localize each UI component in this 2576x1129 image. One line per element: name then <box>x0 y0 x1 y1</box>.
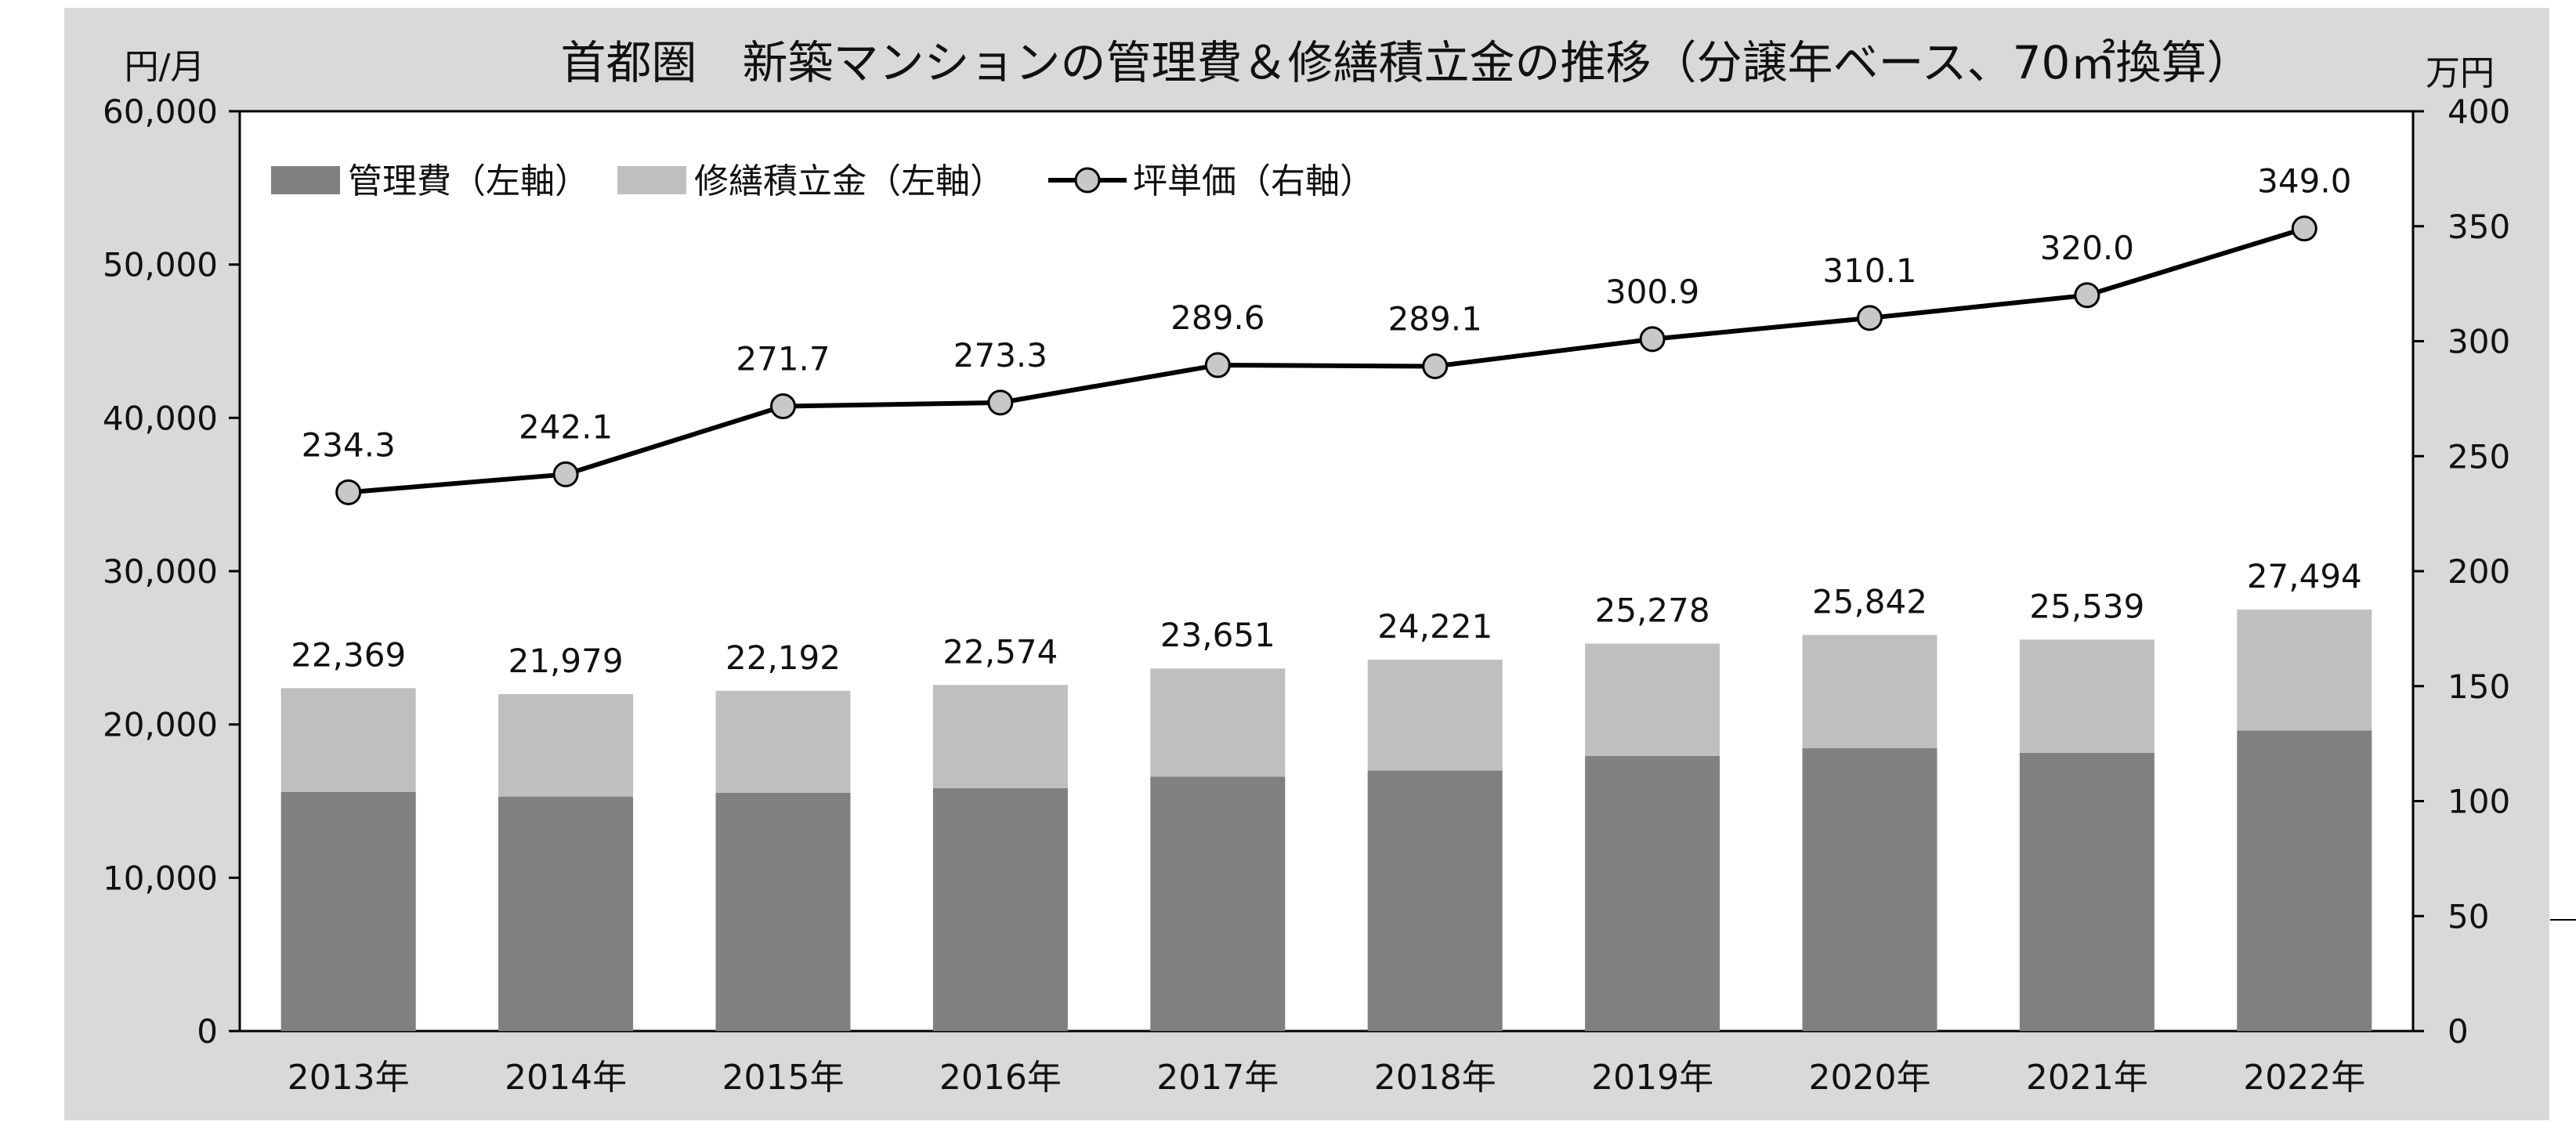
bar-kanrihi-2014年 <box>498 796 634 1031</box>
bar-total-label: 21,979 <box>508 642 624 680</box>
bar-kanrihi-2016年 <box>932 787 1068 1031</box>
x-category-label: 2014年 <box>505 1058 627 1098</box>
left-tick-label: 60,000 <box>103 92 218 131</box>
right-tick-label: 0 <box>2448 1012 2469 1051</box>
x-category-label: 2017年 <box>1156 1058 1279 1098</box>
bar-total-label: 23,651 <box>1160 616 1275 654</box>
x-category-label: 2022年 <box>2243 1058 2365 1098</box>
tsubo-label: 289.6 <box>1170 299 1264 337</box>
bar-shuzen-2021年 <box>2019 639 2155 753</box>
bar-total-label: 22,192 <box>725 639 841 677</box>
bar-total-label: 22,574 <box>942 632 1058 671</box>
bar-shuzen-2016年 <box>932 685 1068 788</box>
bar-total-label: 25,539 <box>2029 587 2144 625</box>
right-tick-label: 50 <box>2448 897 2489 935</box>
right-tick-label: 350 <box>2448 208 2510 246</box>
tsubo-point <box>552 461 579 487</box>
bar-kanrihi-2019年 <box>1585 755 1720 1031</box>
tsubo-point <box>1204 352 1231 378</box>
left-axis-unit: 円/月 <box>125 47 205 87</box>
bar-shuzen-2015年 <box>715 690 851 793</box>
bar-shuzen-2019年 <box>1585 643 1720 756</box>
bar-kanrihi-2015年 <box>715 792 851 1031</box>
legend-swatch-shuzen <box>617 166 686 194</box>
tsubo-label: 320.0 <box>2040 229 2134 267</box>
bar-kanrihi-2021年 <box>2019 752 2155 1031</box>
tsubo-label: 242.1 <box>519 407 613 446</box>
bar-total-label: 24,221 <box>1377 607 1492 646</box>
left-tick-label: 20,000 <box>103 706 218 744</box>
bar-kanrihi-2013年 <box>280 791 416 1031</box>
bar-shuzen-2022年 <box>2237 610 2372 731</box>
legend-label-kanrihi: 管理費（左軸） <box>348 161 589 201</box>
legend: 管理費（左軸） 修繕積立金（左軸） 坪単価（右軸） <box>271 161 1374 201</box>
left-tick-label: 50,000 <box>103 246 218 284</box>
right-axis: 0 50 100 150 200 250 300 350 400 <box>2413 92 2510 1051</box>
tsubo-point <box>1422 353 1449 379</box>
tsubo-label: 310.1 <box>1822 251 1916 290</box>
bar-kanrihi-2020年 <box>1802 747 1937 1031</box>
tsubo-point <box>770 393 796 420</box>
legend-marker-tsubo <box>1074 167 1101 194</box>
left-tick-label: 30,000 <box>103 552 218 591</box>
tsubo-label: 349.0 <box>2257 162 2351 201</box>
right-tick-label: 300 <box>2448 323 2510 361</box>
x-category-label: 2020年 <box>1809 1058 1931 1098</box>
bar-kanrihi-2022年 <box>2237 730 2372 1031</box>
bar-shuzen-2014年 <box>498 693 634 797</box>
x-category-label: 2015年 <box>722 1058 845 1098</box>
line-layer: 234.3 242.1 271.7 273.3 289.6 289.1 300.9 310.1… <box>302 162 2351 505</box>
tsubo-point <box>1857 305 1883 331</box>
tsubo-label: 271.7 <box>736 340 830 378</box>
bar-kanrihi-2017年 <box>1150 776 1286 1031</box>
x-category-label: 2016年 <box>939 1058 1062 1098</box>
legend-label-shuzen: 修繕積立金（左軸） <box>694 161 1004 201</box>
x-category-label: 2021年 <box>2026 1058 2148 1098</box>
right-axis-unit: 万円 <box>2426 53 2495 93</box>
bar-labels-group: 22,369 21,979 22,192 22,574 23,651 24,221 25,2… <box>291 557 2362 680</box>
bars-group <box>280 610 2372 1031</box>
bar-kanrihi-2018年 <box>1367 770 1503 1031</box>
right-tick-label: 250 <box>2448 437 2510 476</box>
x-category-label: 2013年 <box>288 1058 410 1098</box>
tsubo-point <box>987 389 1014 416</box>
tsubo-line <box>348 226 2306 495</box>
bar-total-label: 22,369 <box>291 635 406 674</box>
bar-total-label: 25,842 <box>1812 582 1927 621</box>
tsubo-label: 289.1 <box>1388 299 1482 338</box>
tsubo-point <box>2291 215 2317 242</box>
left-tick-label: 10,000 <box>103 859 218 897</box>
right-tick-label: 200 <box>2448 552 2510 591</box>
bar-total-label: 27,494 <box>2247 557 2362 595</box>
bar-shuzen-2013年 <box>280 688 416 792</box>
bar-shuzen-2018年 <box>1367 660 1503 771</box>
x-axis: 2013年 2014年 2015年 2016年 2017年 2018年 2019年 2020年… <box>288 1058 2366 1098</box>
left-tick-label: 0 <box>197 1012 218 1051</box>
tsubo-point <box>335 479 362 505</box>
legend-swatch-kanrihi <box>271 166 340 194</box>
tsubo-label: 300.9 <box>1605 273 1699 311</box>
right-tick-label: 100 <box>2448 783 2510 821</box>
bar-shuzen-2017年 <box>1150 668 1286 777</box>
bar-shuzen-2020年 <box>1802 635 1937 748</box>
chart-title: 首都圏 新築マンションの管理費＆修繕積立金の推移（分譲年ベース、70㎡換算） <box>561 36 2252 89</box>
x-category-label: 2018年 <box>1374 1058 1496 1098</box>
right-tick-label: 400 <box>2448 92 2510 131</box>
right-tick-label: 150 <box>2448 668 2510 706</box>
left-tick-label: 40,000 <box>103 399 218 437</box>
bar-total-label: 25,278 <box>1595 591 1710 629</box>
tsubo-point <box>1639 326 1666 353</box>
tsubo-label: 273.3 <box>953 336 1047 375</box>
left-axis: 0 10,000 20,000 30,000 40,000 50,000 60,000 <box>103 92 240 1051</box>
legend-label-tsubo: 坪単価（右軸） <box>1133 161 1374 201</box>
x-category-label: 2019年 <box>1591 1058 1713 1098</box>
tsubo-label: 234.3 <box>302 425 396 464</box>
tsubo-point <box>2074 282 2100 309</box>
